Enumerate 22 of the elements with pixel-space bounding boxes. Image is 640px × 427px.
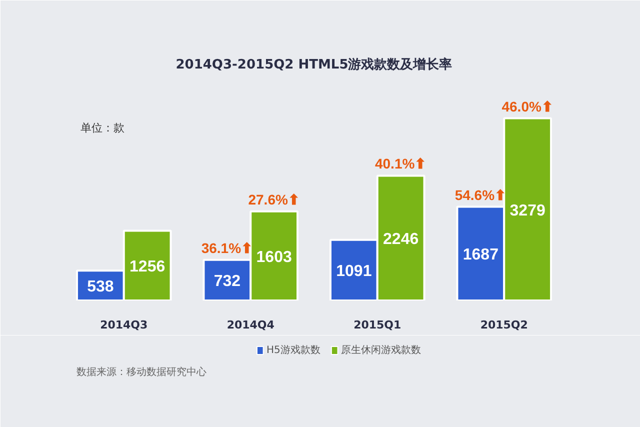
data-label: 1256 [130, 258, 166, 276]
annotation: 54.6%⬆ [454, 186, 507, 203]
data-label: 1091 [336, 263, 372, 280]
data-label: 2246 [383, 231, 419, 248]
chart-title: 2014Q3-2015Q2 HTML5游戏款数及增长率 [176, 56, 452, 72]
source-note: 数据来源：移动数据研究中心 [76, 366, 206, 378]
data-label: 3279 [510, 202, 546, 220]
data-label: 538 [87, 278, 114, 296]
data-label: 1687 [462, 246, 499, 264]
x-tick-label: 2015Q1 [354, 318, 402, 332]
x-tick-label: 2014Q3 [100, 318, 148, 332]
data-label: 732 [214, 273, 241, 290]
annotation: 单位：款 [80, 122, 124, 134]
annotation: 36.1%⬆ [201, 240, 254, 256]
annotation: 27.6%⬆ [248, 191, 300, 208]
x-tick-label: 2014Q4 [226, 318, 275, 332]
legend-label: 原生休闲游戏款数 [340, 344, 421, 356]
legend-label: H5游戏款数 [266, 344, 320, 356]
annotation: 40.1%⬆ [374, 156, 427, 172]
x-tick-label: 2015Q2 [480, 318, 528, 332]
data-label: 1603 [256, 248, 292, 266]
annotation: 46.0%⬆ [502, 98, 554, 114]
